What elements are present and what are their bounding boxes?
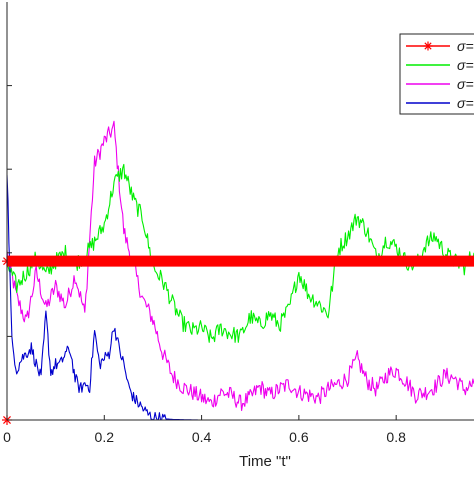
legend-box bbox=[399, 33, 474, 115]
x-tick-label: 0.6 bbox=[289, 429, 309, 445]
legend: σ= σ= σ= σ= bbox=[399, 33, 474, 115]
series-line-blue bbox=[7, 174, 474, 420]
axes-layer: 0 0.2 0.4 0.6 0.8 bbox=[3, 2, 474, 445]
legend-label: σ= bbox=[457, 38, 474, 54]
legend-label: σ= bbox=[457, 57, 474, 73]
series-group bbox=[7, 120, 474, 420]
x-tick-label: 0.2 bbox=[95, 429, 115, 445]
legend-label: σ= bbox=[457, 95, 474, 111]
x-tick-label: 0.4 bbox=[192, 429, 212, 445]
legend-marker-stroke bbox=[424, 42, 432, 50]
series-line-magenta bbox=[7, 120, 474, 412]
legend-label: σ= bbox=[457, 76, 474, 92]
x-tick-label: 0.8 bbox=[386, 429, 406, 445]
legend-marker bbox=[423, 41, 433, 51]
x-axis-title: Time "t" bbox=[239, 453, 291, 470]
x-tick-label: 0 bbox=[3, 429, 11, 445]
